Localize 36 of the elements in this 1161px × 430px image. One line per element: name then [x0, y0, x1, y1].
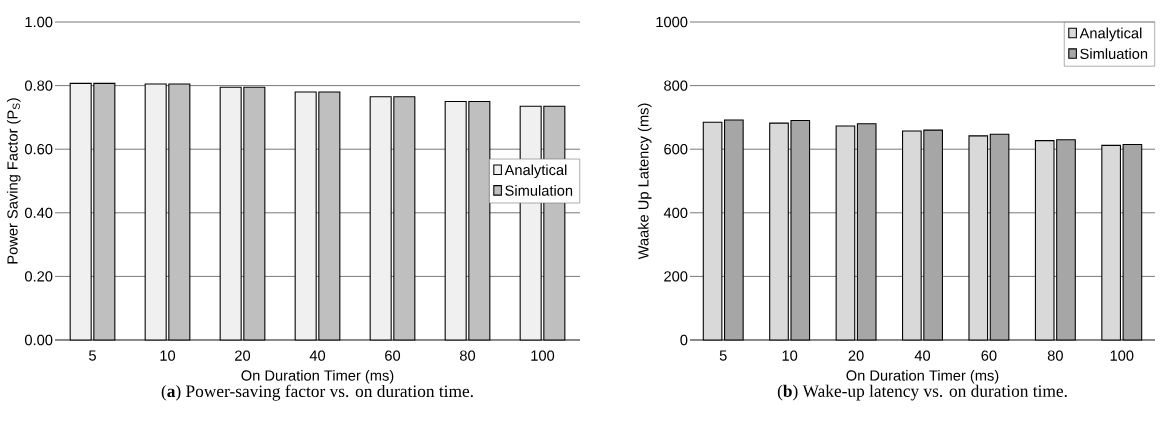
x-tick-label: 80 — [1047, 350, 1063, 361]
x-tick-label: 20 — [235, 350, 251, 361]
text: (b) Wake-up latency vs. on duration time. — [777, 384, 1067, 401]
y-tick-label: 400 — [663, 207, 688, 218]
y-tick-label: 200 — [664, 271, 688, 282]
legend-label: Simulation — [505, 185, 573, 196]
x-tick-label: 60 — [385, 350, 401, 361]
x-tick-label: 10 — [782, 350, 798, 361]
legend-label: Analytical — [504, 164, 567, 179]
y-axis-title: Waake Up Latency (ms) — [637, 103, 652, 260]
legend-label: Analytical — [1079, 27, 1142, 42]
x-tick-label: 80 — [459, 350, 476, 361]
x-tick-label: 100 — [1110, 350, 1134, 361]
x-tick-label: 5 — [89, 350, 96, 361]
x-tick-label: 40 — [309, 350, 326, 361]
y-tick-label: 1000 — [656, 16, 688, 28]
x-tick-label: 100 — [531, 350, 555, 361]
y-tick-label: 0.60 — [24, 144, 53, 155]
x-tick-label: 40 — [914, 350, 931, 361]
y-tick-label: 0.20 — [24, 271, 53, 282]
y-tick-label: 800 — [664, 80, 688, 91]
x-tick-label: 60 — [981, 350, 997, 361]
x-tick-label: 10 — [160, 350, 176, 361]
y-tick-label: 0.40 — [24, 207, 53, 218]
y-tick-label: 600 — [664, 144, 688, 155]
x-tick-label: 5 — [719, 350, 727, 361]
text: (a) Power-saving factor vs. on duration time. — [161, 384, 473, 401]
x-axis-title: On Duration Timer (ms) — [241, 369, 394, 384]
y-tick-label: 0.00 — [24, 334, 53, 346]
y-axis-title: Power Saving Factor (P$_{S}$) — [6, 98, 21, 264]
y-tick-label: 0.80 — [24, 80, 53, 91]
legend-label: Simluation — [1080, 48, 1148, 59]
x-tick-label: 20 — [848, 350, 864, 361]
x-axis-title: On Duration Timer (ms) — [846, 369, 999, 384]
y-tick-label: 0 — [680, 334, 688, 346]
y-tick-label: 1.00 — [25, 16, 53, 28]
